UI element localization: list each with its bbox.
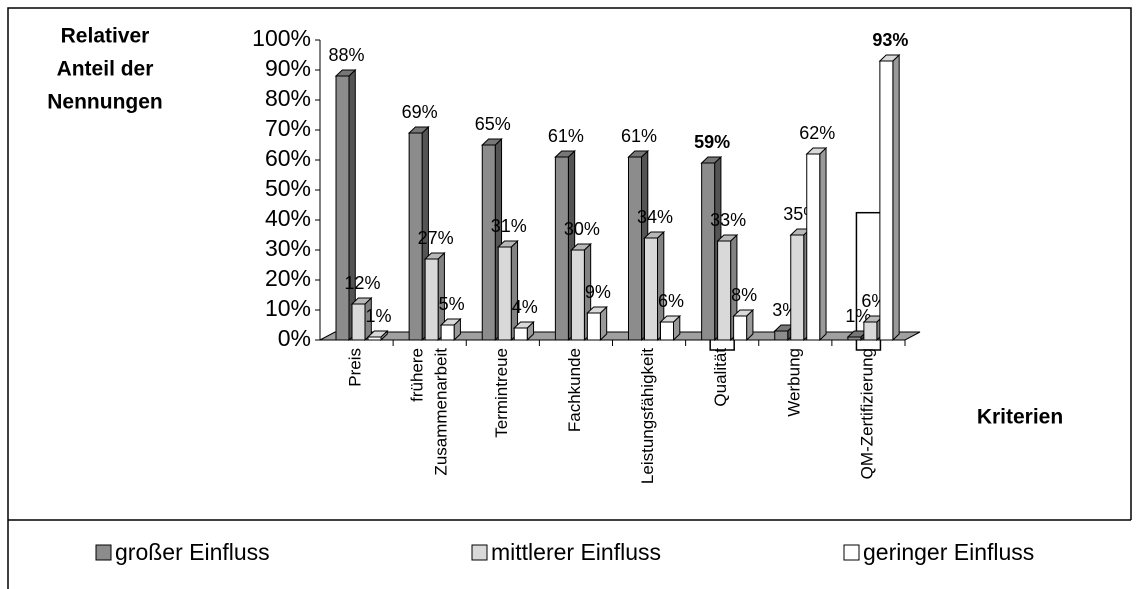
value-label: 88% [328, 45, 364, 65]
bar [424, 258, 439, 341]
value-label: 61% [621, 126, 657, 146]
bar-side [348, 68, 356, 342]
y-tick-label: 100% [252, 25, 311, 51]
value-label: 30% [564, 219, 600, 239]
bar [806, 153, 821, 341]
bar [774, 330, 789, 341]
bar [701, 162, 716, 341]
bar [733, 315, 748, 341]
value-label: 93% [872, 30, 908, 50]
x-tick-label: QM-Zertifizierung [858, 348, 877, 479]
bar [586, 312, 601, 341]
x-tick-label: Preis [346, 348, 365, 387]
value-label: 62% [799, 123, 835, 143]
legend-swatch [95, 544, 112, 561]
bar [367, 336, 382, 341]
bar [717, 240, 732, 341]
value-label: 31% [491, 216, 527, 236]
x-tick-label: frühere Zusammenarbeit [408, 348, 451, 476]
legend-swatch [471, 544, 488, 561]
bar [351, 303, 366, 341]
bar [440, 324, 455, 341]
x-axis-title: Kriterien [977, 406, 1063, 429]
bar [660, 321, 674, 341]
bar-side [819, 146, 827, 342]
bar [497, 246, 512, 341]
bar [513, 327, 528, 341]
y-tick-label: 90% [265, 55, 311, 81]
bar [644, 237, 658, 341]
value-label: 5% [439, 294, 465, 314]
bar [628, 156, 642, 341]
legend-swatch [843, 544, 860, 561]
y-tick-label: 50% [265, 175, 311, 201]
bar [554, 156, 569, 341]
y-tick-label: 40% [265, 205, 311, 231]
value-label: 6% [658, 291, 684, 311]
x-tick-label: Qualität [712, 348, 731, 407]
y-axis-title: Anteil der [57, 58, 154, 81]
y-tick-label: 30% [265, 235, 311, 261]
y-axis-title: Nennungen [47, 91, 163, 114]
x-tick-label: Werbung [785, 348, 804, 417]
frame [7, 7, 1132, 589]
bar [790, 234, 805, 341]
y-tick-label: 0% [278, 325, 311, 351]
value-label: 33% [710, 210, 746, 230]
bar [847, 336, 862, 341]
y-tick-label: 10% [265, 295, 311, 321]
bar [570, 249, 585, 341]
value-label: 8% [731, 285, 757, 305]
x-tick-label: Fachkunde [565, 348, 584, 432]
bar [408, 132, 423, 341]
y-axis-title: Relativer [61, 25, 150, 48]
value-label: 65% [475, 114, 511, 134]
legend-label: mittlerer Einfluss [491, 539, 661, 565]
bar [879, 60, 894, 341]
bar [863, 321, 878, 341]
value-label: 61% [548, 126, 584, 146]
value-label: 4% [512, 297, 538, 317]
value-label: 34% [637, 207, 673, 227]
x-tick-label: Termintreue [492, 348, 511, 438]
value-label: 27% [418, 228, 454, 248]
bar [481, 144, 496, 341]
bar-side [892, 53, 900, 342]
legend-label: großer Einfluss [115, 539, 270, 565]
value-label: 1% [365, 306, 391, 326]
y-tick-label: 20% [265, 265, 311, 291]
bar [335, 75, 350, 341]
y-tick-label: 60% [265, 145, 311, 171]
value-label: 59% [694, 132, 730, 152]
x-tick-label: Leistungsfähigkeit [639, 348, 658, 484]
value-label: 9% [585, 282, 611, 302]
value-label: 69% [402, 102, 438, 122]
legend-label: geringer Einfluss [863, 539, 1034, 565]
y-tick-label: 80% [265, 85, 311, 111]
value-label: 12% [344, 273, 380, 293]
y-tick-label: 70% [265, 115, 311, 141]
